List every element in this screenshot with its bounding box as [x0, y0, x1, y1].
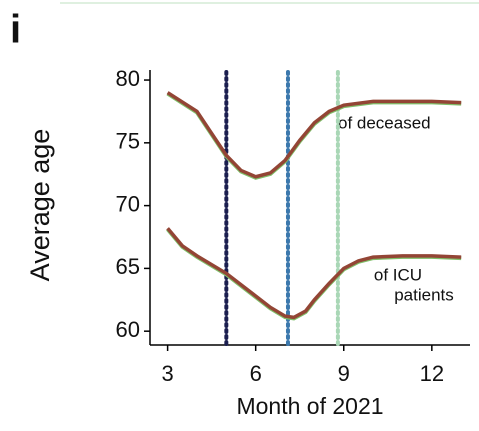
line — [166, 227, 462, 320]
x-tick-label: 3 — [161, 361, 173, 386]
y-tick-label: 60 — [116, 317, 140, 342]
line — [166, 91, 462, 179]
y-tick-label: 80 — [116, 66, 140, 91]
x-tick-label: 12 — [420, 361, 444, 386]
annotation: patients — [394, 285, 454, 304]
x-tick-label: 9 — [338, 361, 350, 386]
panel-label: i — [10, 8, 21, 52]
x-axis-label: Month of 2021 — [236, 393, 383, 419]
y-tick-label: 65 — [116, 254, 140, 279]
y-tick-label: 75 — [116, 129, 140, 154]
y-tick-label: 70 — [116, 191, 140, 216]
annotation: of deceased — [338, 113, 431, 132]
x-tick-label: 6 — [250, 361, 262, 386]
y-axis-label: Average age — [25, 129, 55, 282]
annotation: of ICU — [374, 265, 422, 284]
